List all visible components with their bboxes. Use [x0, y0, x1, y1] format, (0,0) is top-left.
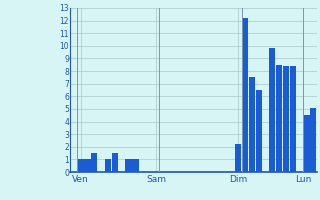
Bar	[269, 48, 276, 172]
Bar	[276, 65, 282, 172]
Bar	[132, 159, 139, 172]
Bar	[249, 77, 255, 172]
Bar	[77, 159, 84, 172]
Bar	[91, 153, 97, 172]
Bar	[84, 159, 91, 172]
Bar	[112, 153, 118, 172]
Bar	[256, 90, 262, 172]
Bar	[283, 66, 289, 172]
Bar	[125, 159, 132, 172]
Bar	[235, 144, 241, 172]
Bar	[105, 159, 111, 172]
Bar	[290, 66, 296, 172]
Bar	[310, 108, 316, 172]
Bar	[303, 115, 310, 172]
Bar	[242, 18, 248, 172]
